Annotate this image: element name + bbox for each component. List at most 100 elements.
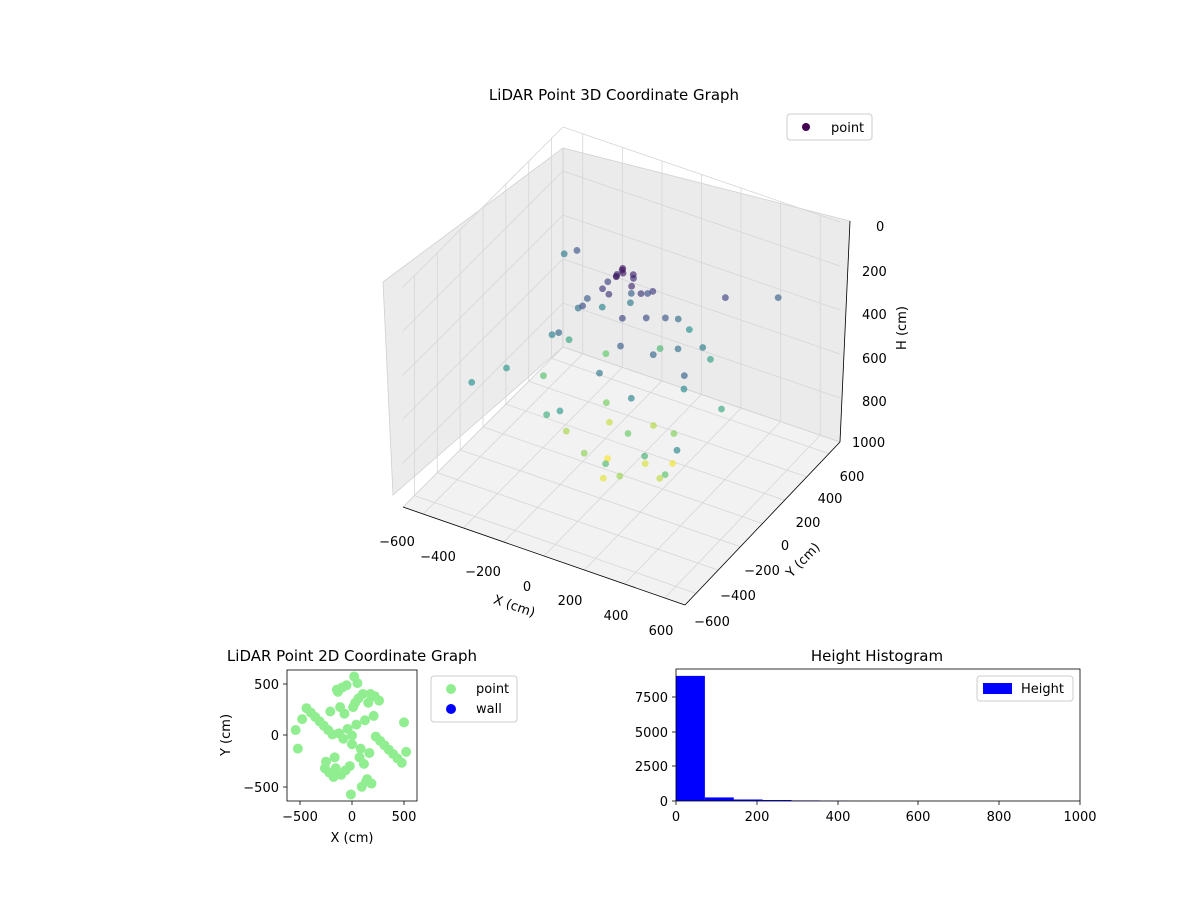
data-point-3d — [650, 422, 657, 429]
data-point-3d — [604, 278, 612, 286]
plot-3d-title: LiDAR Point 3D Coordinate Graph — [489, 86, 739, 104]
z-tick-label: 200 — [862, 265, 887, 280]
data-point-2d — [290, 725, 301, 736]
data-point-2d — [347, 739, 357, 750]
histogram-bar — [733, 799, 763, 801]
gridline — [562, 170, 841, 267]
x-tick-label: 400 — [604, 609, 629, 624]
data-point-3d — [583, 295, 591, 302]
legend-marker-point — [446, 684, 456, 694]
y-axis-label: Y (cm) — [219, 714, 234, 757]
histogram-bars — [676, 675, 1081, 801]
data-point-2d — [329, 752, 340, 763]
data-point-3d — [543, 411, 551, 419]
z-tick-label: 600 — [862, 352, 887, 367]
x-ticks-hist: 0 200 400 600 800 1000 — [672, 801, 1097, 825]
data-point-2d — [401, 746, 412, 757]
x-tick-label: 200 — [558, 594, 583, 609]
x-tick-label: −200 — [465, 565, 501, 580]
data-point-2d — [301, 703, 312, 714]
z-axis-line — [839, 220, 851, 443]
data-point-3d — [649, 287, 657, 295]
data-point-3d — [680, 385, 688, 393]
x-tick-label: 1000 — [1063, 810, 1096, 825]
x-tick-label: −600 — [379, 535, 415, 550]
y-ticks-hist: 0 2500 5000 7500 — [635, 691, 676, 810]
data-point-3d — [644, 290, 651, 297]
gridline — [402, 258, 564, 420]
data-point-3d — [604, 455, 611, 462]
x-tick-label: 0 — [523, 580, 531, 595]
data-point-3d — [674, 345, 682, 353]
data-point-3d — [468, 378, 476, 386]
z-tick-label: 400 — [862, 308, 887, 323]
data-point-3d — [616, 472, 624, 480]
plot-histogram: Height Histogram 0 200 400 600 800 1000 … — [635, 647, 1097, 825]
data-point-3d — [548, 331, 556, 339]
x-tick-label: −500 — [282, 810, 318, 825]
data-point-3d — [605, 290, 613, 298]
data-point-3d — [656, 345, 664, 352]
x-ticks-2d: −500 0 500 — [282, 801, 416, 825]
data-point-3d — [565, 336, 573, 344]
y-tick-label: 400 — [818, 492, 843, 507]
data-point-3d — [685, 326, 693, 334]
histogram-bar — [676, 675, 705, 801]
gridline — [528, 380, 807, 478]
data-point-2d — [325, 706, 336, 717]
data-point-2d — [297, 714, 308, 725]
plot-2d: LiDAR Point 2D Coordinate Graph −500 0 5… — [219, 647, 518, 846]
data-point-2d — [330, 763, 341, 774]
gridline — [402, 214, 564, 376]
data-point-3d — [596, 369, 603, 377]
data-point-3d — [599, 285, 606, 293]
z-tick-label: 0 — [876, 220, 884, 235]
legend-label-wall: wall — [476, 702, 502, 717]
legend-histogram: Height — [976, 675, 1074, 702]
legend-label-point: point — [831, 121, 864, 136]
x-tick-label: 0 — [672, 810, 680, 825]
legend-label-point: point — [476, 682, 509, 697]
gridline — [624, 421, 781, 585]
data-point-2d — [361, 776, 372, 787]
histogram-frame — [675, 668, 1081, 802]
gridline — [562, 258, 841, 355]
data-point-2d — [364, 747, 375, 758]
x-tick-label: 400 — [826, 810, 851, 825]
data-point-3d — [627, 289, 635, 297]
data-point-2d — [345, 789, 356, 800]
x-tick-label: 0 — [348, 810, 356, 825]
gridline — [562, 214, 841, 311]
data-point-3d — [680, 372, 688, 379]
data-point-3d — [556, 407, 564, 415]
x-tick-label: 500 — [392, 810, 417, 825]
data-point-3d — [641, 452, 649, 460]
data-point-3d — [503, 364, 510, 372]
data-point-3d — [599, 474, 607, 482]
gridline — [402, 126, 564, 288]
y-axis-line — [684, 441, 841, 606]
x-axis-line — [402, 506, 686, 606]
data-point-3d — [629, 271, 637, 279]
data-point-3d — [626, 299, 634, 307]
z-axis-label: H (cm) — [895, 306, 910, 350]
y-tick-label: −200 — [744, 564, 780, 579]
gridline — [583, 407, 742, 571]
data-point-3d — [617, 342, 624, 350]
data-point-3d — [641, 460, 649, 468]
data-point-3d — [674, 315, 682, 323]
histogram-bar — [704, 797, 734, 801]
data-point-2d — [292, 743, 303, 754]
x-tick-label: 600 — [906, 810, 931, 825]
data-point-3d — [669, 459, 677, 467]
data-point-2d — [347, 730, 357, 741]
histogram-title: Height Histogram — [811, 647, 943, 665]
data-point-3d — [718, 405, 725, 413]
data-point-3d — [540, 372, 547, 380]
data-point-2d — [374, 695, 385, 706]
legend-marker-height — [983, 683, 1012, 694]
plot-2d-title: LiDAR Point 2D Coordinate Graph — [227, 647, 477, 665]
data-point-3d — [670, 430, 678, 437]
data-point-2d — [335, 702, 346, 713]
y-tick-label: 7500 — [635, 691, 668, 706]
